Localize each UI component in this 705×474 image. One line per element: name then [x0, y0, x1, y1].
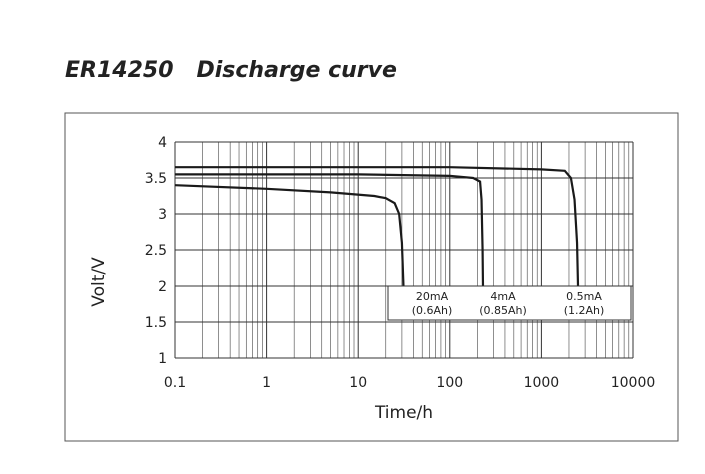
x-axis-label: Time/h	[374, 403, 433, 423]
x-tick-label: 10000	[611, 375, 656, 391]
legend-capacity: (1.2Ah)	[564, 304, 605, 317]
y-tick-label: 1	[158, 351, 167, 367]
curve	[175, 166, 580, 315]
x-tick-label: 100	[436, 375, 463, 391]
y-axis-label: Volt/V	[89, 257, 109, 307]
curve	[174, 184, 406, 315]
legend-name: 4mA	[490, 290, 516, 303]
y-tick-label: 4	[158, 135, 167, 151]
frame	[64, 112, 679, 442]
y-tick-label: 2	[158, 279, 167, 295]
x-tick-label: 10	[349, 375, 367, 391]
x-tick-label: 1	[262, 375, 271, 391]
legend-name: 0.5mA	[566, 290, 602, 303]
x-tick-label: 0.1	[164, 375, 186, 391]
y-tick-label: 3	[158, 207, 167, 223]
legend-capacity: (0.6Ah)	[412, 304, 453, 317]
legend-box	[387, 285, 632, 321]
y-tick-label: 3.5	[145, 171, 167, 187]
y-tick-label: 2.5	[145, 243, 167, 259]
curve	[175, 173, 485, 315]
legend-name: 20mA	[416, 290, 449, 303]
x-tick-label: 1000	[524, 375, 560, 391]
chart-title: ER14250 Discharge curve	[65, 58, 397, 83]
legend-capacity: (0.85Ah)	[479, 304, 527, 317]
y-tick-label: 1.5	[145, 315, 167, 331]
